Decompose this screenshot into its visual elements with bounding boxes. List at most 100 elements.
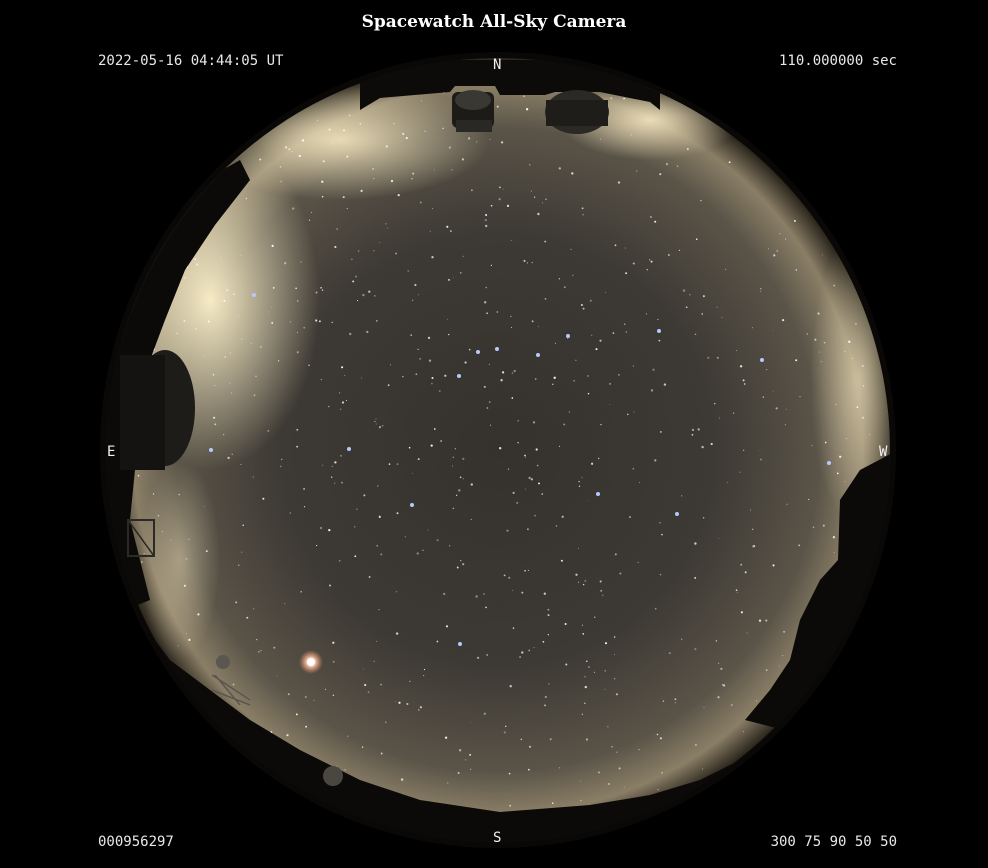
star xyxy=(832,536,836,539)
star xyxy=(544,298,547,300)
star xyxy=(364,683,367,687)
star xyxy=(240,255,242,257)
star xyxy=(615,693,618,696)
star xyxy=(447,782,449,784)
bright-star xyxy=(410,503,414,507)
star xyxy=(623,786,625,788)
star xyxy=(485,606,487,609)
star xyxy=(280,458,283,461)
star xyxy=(584,685,587,689)
star xyxy=(538,325,540,327)
star xyxy=(563,423,566,426)
star xyxy=(784,424,786,426)
star xyxy=(185,557,188,560)
star xyxy=(744,571,747,574)
star xyxy=(334,482,336,484)
star xyxy=(416,552,419,555)
star xyxy=(686,148,689,151)
star xyxy=(458,489,461,492)
star xyxy=(820,361,822,363)
star xyxy=(582,214,584,216)
star xyxy=(707,356,710,359)
star xyxy=(548,683,550,685)
star xyxy=(259,158,262,161)
star xyxy=(823,341,826,344)
star xyxy=(759,458,762,461)
star xyxy=(431,376,434,380)
star xyxy=(376,640,378,642)
star xyxy=(605,291,606,293)
star xyxy=(186,633,187,635)
star xyxy=(332,660,335,663)
star xyxy=(814,338,817,341)
star xyxy=(561,515,564,518)
star xyxy=(799,396,801,398)
star xyxy=(483,385,486,388)
star xyxy=(315,291,318,294)
star xyxy=(717,696,720,699)
star xyxy=(203,355,205,357)
star xyxy=(772,564,775,567)
star xyxy=(431,256,434,259)
star xyxy=(504,725,507,728)
star xyxy=(433,428,436,430)
star xyxy=(600,589,603,592)
star xyxy=(632,467,635,470)
star xyxy=(280,180,282,183)
star xyxy=(581,713,583,715)
star xyxy=(506,204,510,208)
star xyxy=(246,616,249,619)
star xyxy=(137,474,140,477)
star xyxy=(740,563,743,566)
star xyxy=(404,536,406,538)
star xyxy=(331,465,333,467)
star xyxy=(334,245,337,249)
star xyxy=(703,706,705,708)
star xyxy=(782,655,784,657)
star xyxy=(456,566,459,569)
star xyxy=(614,553,617,556)
star xyxy=(412,299,414,301)
star xyxy=(344,374,346,376)
star xyxy=(637,561,639,563)
star xyxy=(604,688,606,690)
star xyxy=(527,569,529,571)
star xyxy=(767,248,769,250)
star xyxy=(296,300,299,302)
star xyxy=(375,320,378,322)
star xyxy=(304,696,307,698)
star xyxy=(398,701,401,704)
star xyxy=(588,500,589,502)
star xyxy=(617,181,621,184)
star xyxy=(385,145,388,148)
star xyxy=(290,321,292,323)
star xyxy=(659,573,662,576)
star xyxy=(591,334,593,336)
star xyxy=(427,529,429,531)
star xyxy=(389,364,392,366)
star xyxy=(284,603,286,605)
star xyxy=(346,155,349,158)
star xyxy=(378,515,381,518)
star xyxy=(260,346,262,348)
star xyxy=(279,465,282,468)
star xyxy=(811,444,813,446)
star xyxy=(588,666,590,668)
star xyxy=(356,299,359,302)
star xyxy=(599,138,602,140)
star xyxy=(691,428,695,432)
star xyxy=(510,326,512,329)
star xyxy=(545,198,547,201)
star xyxy=(508,772,511,775)
star xyxy=(195,328,198,330)
star xyxy=(297,331,299,333)
star xyxy=(445,625,449,628)
star xyxy=(476,141,478,143)
star xyxy=(775,407,778,410)
star xyxy=(305,725,308,728)
star xyxy=(547,634,549,636)
star xyxy=(766,369,768,371)
star xyxy=(342,196,345,199)
star xyxy=(783,630,786,633)
star xyxy=(438,390,441,392)
